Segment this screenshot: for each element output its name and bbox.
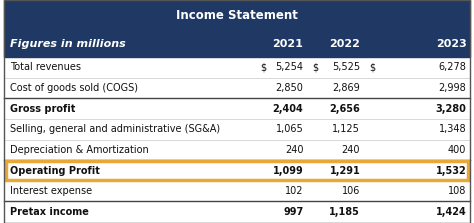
Text: 1,291: 1,291 bbox=[329, 165, 360, 176]
Bar bbox=[4, 202, 470, 222]
Bar bbox=[4, 140, 470, 160]
Text: 240: 240 bbox=[285, 145, 303, 155]
Text: 400: 400 bbox=[448, 145, 466, 155]
Text: 1,348: 1,348 bbox=[439, 124, 466, 134]
Text: 3,280: 3,280 bbox=[436, 104, 466, 114]
Text: 2,656: 2,656 bbox=[329, 104, 360, 114]
Text: 997: 997 bbox=[283, 207, 303, 217]
Bar bbox=[4, 181, 470, 202]
Bar bbox=[4, 78, 470, 98]
Text: Operating Profit: Operating Profit bbox=[10, 165, 100, 176]
Text: 2023: 2023 bbox=[436, 39, 466, 49]
Bar bbox=[4, 119, 470, 140]
Text: 1,065: 1,065 bbox=[275, 124, 303, 134]
Bar bbox=[4, 57, 470, 78]
Text: Gross profit: Gross profit bbox=[10, 104, 76, 114]
Text: 108: 108 bbox=[448, 186, 466, 196]
Text: 5,525: 5,525 bbox=[332, 62, 360, 72]
Text: Interest expense: Interest expense bbox=[10, 186, 92, 196]
Text: Figures in millions: Figures in millions bbox=[10, 39, 126, 49]
Text: 2,998: 2,998 bbox=[438, 83, 466, 93]
Text: 5,254: 5,254 bbox=[275, 62, 303, 72]
Text: $: $ bbox=[260, 62, 266, 72]
Text: 1,424: 1,424 bbox=[436, 207, 466, 217]
Text: $: $ bbox=[312, 62, 318, 72]
Text: 1,532: 1,532 bbox=[436, 165, 466, 176]
Text: 1,125: 1,125 bbox=[332, 124, 360, 134]
Bar bbox=[4, 0, 470, 57]
Text: 2,869: 2,869 bbox=[332, 83, 360, 93]
Text: 240: 240 bbox=[342, 145, 360, 155]
Text: 1,185: 1,185 bbox=[329, 207, 360, 217]
Text: 1,099: 1,099 bbox=[273, 165, 303, 176]
Bar bbox=[4, 98, 470, 119]
Bar bbox=[4, 222, 470, 223]
Bar bbox=[4, 160, 470, 181]
Text: 2,850: 2,850 bbox=[275, 83, 303, 93]
Text: Selling, general and administrative (SG&A): Selling, general and administrative (SG&… bbox=[10, 124, 220, 134]
Text: Total revenues: Total revenues bbox=[10, 62, 82, 72]
Text: 102: 102 bbox=[285, 186, 303, 196]
Text: Cost of goods sold (COGS): Cost of goods sold (COGS) bbox=[10, 83, 138, 93]
Text: Pretax income: Pretax income bbox=[10, 207, 89, 217]
Text: Depreciation & Amortization: Depreciation & Amortization bbox=[10, 145, 149, 155]
Text: 106: 106 bbox=[342, 186, 360, 196]
Text: Income Statement: Income Statement bbox=[176, 9, 298, 22]
Text: $: $ bbox=[369, 62, 375, 72]
Text: 6,278: 6,278 bbox=[438, 62, 466, 72]
Text: 2021: 2021 bbox=[273, 39, 303, 49]
Text: 2022: 2022 bbox=[329, 39, 360, 49]
Text: 2,404: 2,404 bbox=[273, 104, 303, 114]
